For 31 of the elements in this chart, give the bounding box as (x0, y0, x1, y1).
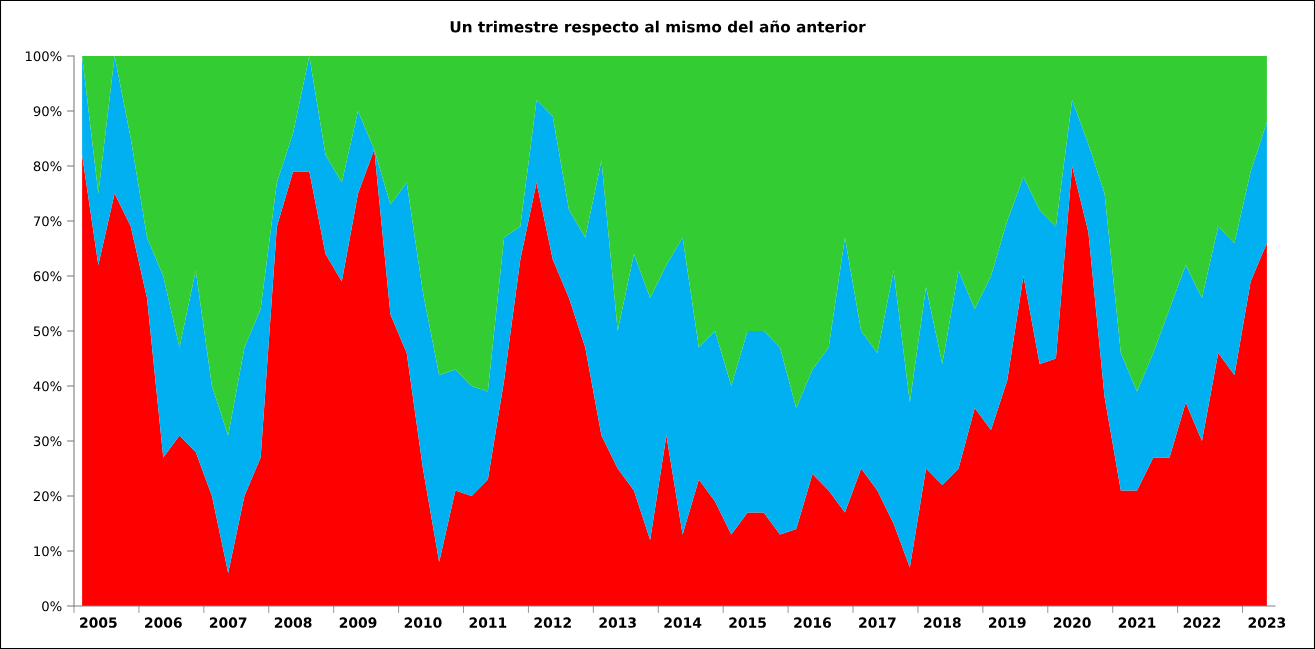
y-tick-label: 20% (33, 491, 62, 502)
y-tick-label: 100% (25, 51, 62, 62)
y-tick-label: 0% (42, 601, 62, 612)
x-tick-label: 2013 (599, 617, 636, 628)
y-tick-label: 50% (33, 326, 62, 337)
x-tick-label: 2006 (145, 617, 182, 628)
x-tick-label: 2016 (794, 617, 832, 628)
x-tick-label: 2019 (988, 617, 1026, 628)
y-tick-label: 80% (33, 161, 62, 172)
y-tick-label: 30% (33, 436, 62, 447)
y-tick-label: 70% (33, 216, 62, 227)
x-tick-label: 2007 (209, 617, 247, 628)
y-tick-label: 90% (33, 106, 62, 117)
x-tick-label: 2015 (729, 617, 766, 628)
x-tick-label: 2017 (859, 617, 896, 628)
x-tick-label: 2020 (1053, 617, 1091, 628)
x-tick-label: 2023 (1248, 617, 1286, 628)
x-tick-label: 2011 (469, 617, 507, 628)
x-tick-label: 2009 (339, 617, 377, 628)
y-tick-label: 60% (33, 271, 62, 282)
y-tick-label: 10% (34, 546, 62, 557)
y-tick-label: 40% (33, 381, 62, 392)
x-tick-label: 2005 (80, 617, 117, 628)
x-tick-label: 2012 (534, 617, 571, 628)
x-tick-label: 2014 (664, 617, 702, 628)
x-tick-label: 2022 (1183, 617, 1221, 628)
x-tick-label: 2018 (924, 617, 961, 628)
x-tick-label: 2008 (274, 617, 312, 628)
chart-title: Un trimestre respecto al mismo del año anterior (450, 20, 866, 36)
x-tick-label: 2021 (1118, 617, 1156, 628)
x-tick-label: 2010 (404, 617, 442, 628)
